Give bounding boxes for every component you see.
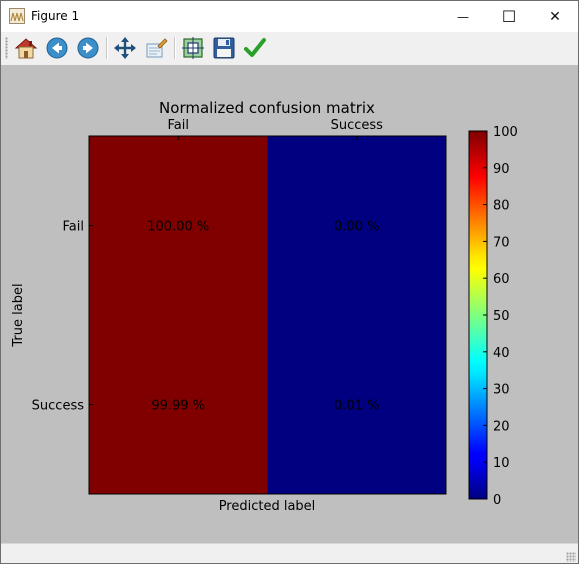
window-title: Figure 1	[31, 9, 80, 23]
forward-icon	[77, 37, 99, 59]
plot-frame	[88, 135, 447, 495]
matrix-cell	[89, 315, 268, 494]
y-tick-labels: Fail Success	[32, 220, 93, 414]
toolbar-separator	[106, 37, 108, 59]
matrix-cell	[267, 136, 446, 315]
matrix-cell	[89, 136, 268, 315]
pan-icon	[114, 37, 136, 59]
navigation-toolbar	[1, 32, 578, 65]
y-tick-label: Fail	[63, 220, 84, 235]
matplotlib-figure-icon	[9, 8, 25, 24]
save-icon	[213, 37, 235, 59]
maximize-icon: ☐	[501, 7, 517, 26]
colorbar-tick-label: 80	[493, 199, 510, 214]
zoom-button[interactable]	[143, 35, 169, 61]
x-tick-labels: Fail Success	[168, 118, 384, 140]
zoom-icon	[146, 38, 168, 58]
pan-button[interactable]	[112, 35, 138, 61]
x-tick-label: Fail	[168, 118, 189, 133]
home-button[interactable]	[13, 35, 39, 61]
toolbar-separator	[174, 37, 176, 59]
colorbar-tick-label: 30	[493, 383, 510, 398]
y-axis-label: True label	[11, 283, 26, 347]
matrix-cell	[267, 315, 446, 494]
colorbar-tick-label: 0	[493, 493, 501, 508]
colorbar-tick-label: 10	[493, 456, 510, 471]
edit-check-icon	[244, 38, 266, 57]
figure-canvas[interactable]: Normalized confusion matrix 100.00 % 0.00…	[1, 65, 578, 543]
colorbar-tick-label: 60	[493, 272, 510, 287]
chart-title: Normalized confusion matrix	[159, 99, 375, 117]
toolbar-grip[interactable]	[5, 37, 8, 59]
forward-button[interactable]	[75, 35, 101, 61]
colorbar-tick-label: 20	[493, 419, 510, 434]
cell-value-label: 0.00 %	[334, 220, 379, 235]
maximize-button[interactable]: ☐	[486, 1, 532, 32]
close-button[interactable]: ✕	[532, 1, 578, 32]
x-tick-label: Success	[331, 118, 384, 133]
colorbar-tick-labels: 0 10 20 30 40 50 60 70 80 90 100	[483, 125, 518, 508]
edit-parameters-button[interactable]	[242, 35, 268, 61]
cell-value-label: 0.01 %	[334, 399, 379, 414]
cell-value-label: 100.00 %	[147, 220, 209, 235]
minimize-button[interactable]: —	[440, 1, 486, 32]
matrix-cells	[89, 136, 446, 494]
cell-value-label: 99.99 %	[151, 399, 205, 414]
colorbar-tick-label: 40	[493, 346, 510, 361]
minimize-icon: —	[457, 9, 469, 24]
colorbar-tick-label: 100	[493, 125, 518, 140]
configure-subplots-button[interactable]	[180, 35, 206, 61]
resize-grip-icon[interactable]	[566, 552, 576, 562]
matrix-cell-labels: 100.00 % 0.00 % 99.99 % 0.01 %	[147, 220, 379, 414]
close-icon: ✕	[549, 8, 561, 25]
colorbar-tick-label: 70	[493, 235, 510, 250]
home-icon	[14, 38, 38, 59]
save-button[interactable]	[211, 35, 237, 61]
colorbar-tick-label: 50	[493, 309, 510, 324]
confusion-matrix-plot: Normalized confusion matrix 100.00 % 0.00…	[11, 99, 518, 514]
back-button[interactable]	[44, 35, 70, 61]
configure-subplots-icon	[182, 37, 204, 59]
status-bar	[1, 543, 578, 563]
y-tick-label: Success	[32, 399, 85, 414]
colorbar-tick-label: 90	[493, 162, 510, 177]
back-icon	[46, 37, 68, 59]
x-axis-label: Predicted label	[219, 499, 316, 514]
title-bar: Figure 1 — ☐ ✕	[1, 1, 578, 32]
